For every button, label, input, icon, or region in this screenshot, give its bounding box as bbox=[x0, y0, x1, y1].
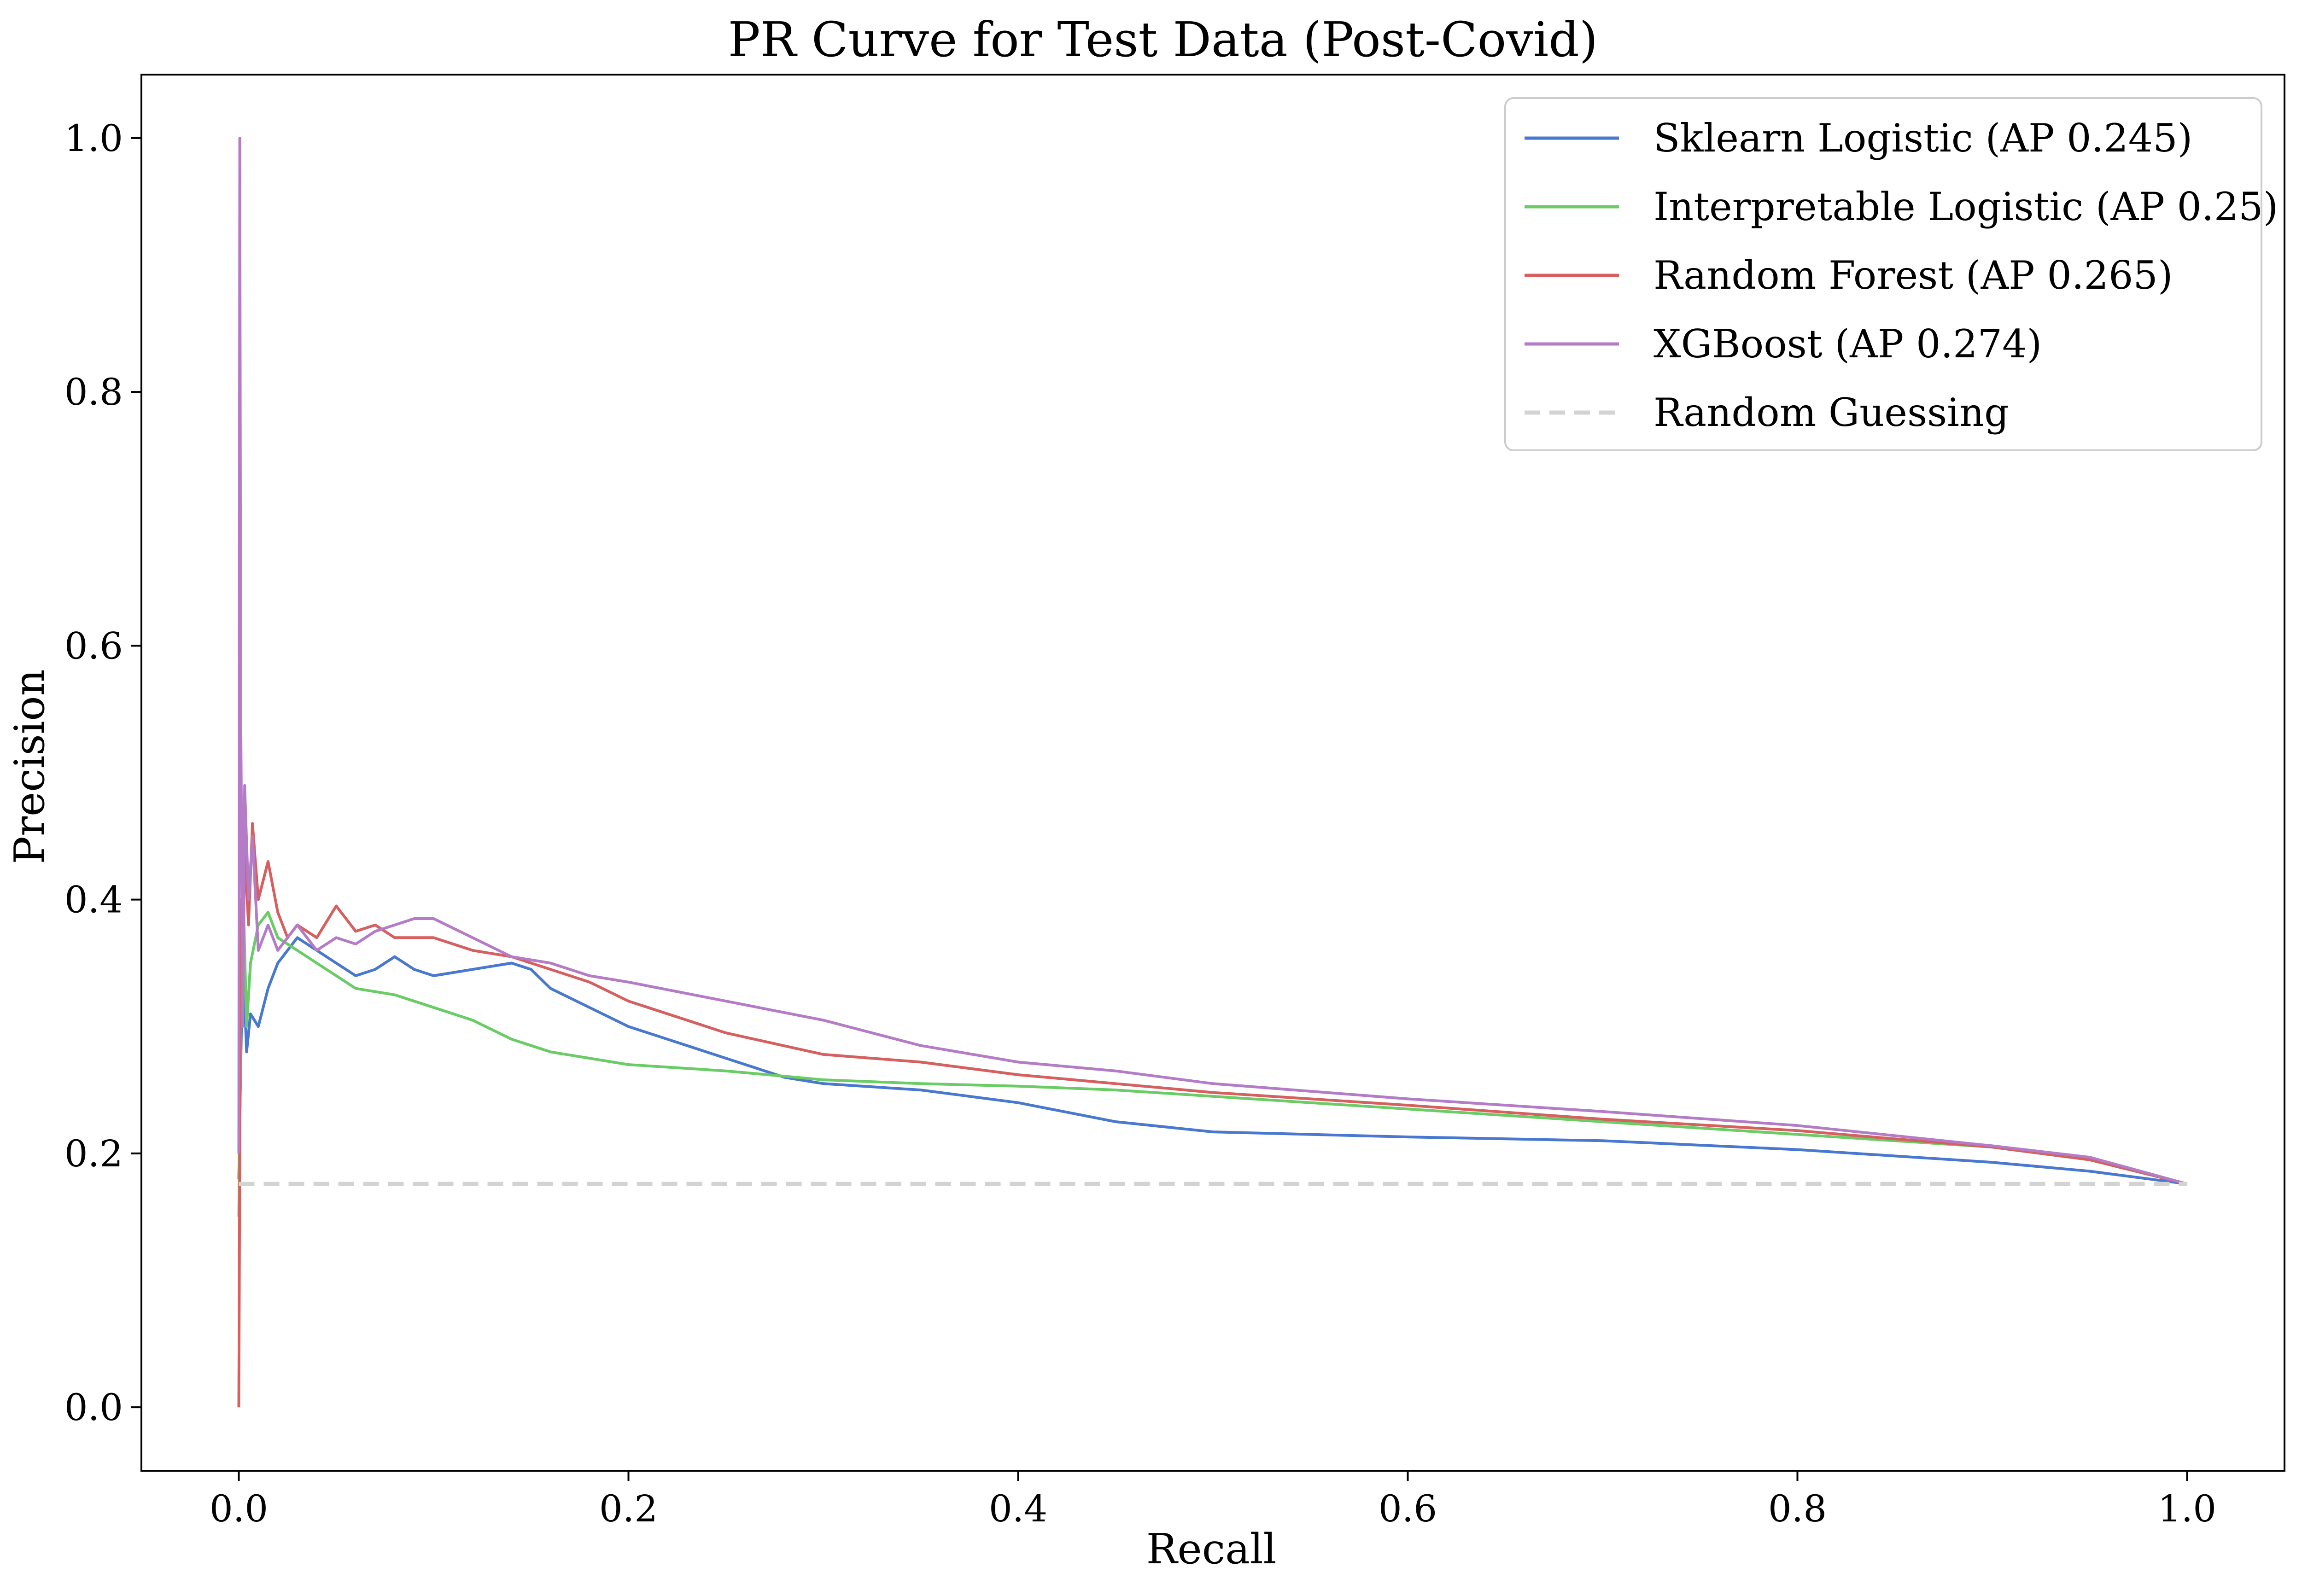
y-tick-label: 0.2 bbox=[64, 1132, 123, 1175]
legend-label-random-guessing: Random Guessing bbox=[1653, 390, 2009, 435]
legend: Sklearn Logistic (AP 0.245) Interpretable… bbox=[1504, 97, 2278, 451]
y-axis-label: Precision bbox=[6, 669, 54, 864]
x-tick-label: 0.0 bbox=[210, 1487, 268, 1530]
legend-label-xgboost-ap-0-274: XGBoost (AP 0.274) bbox=[1653, 321, 2042, 367]
tick-layer: 0.0 0.2 0.4 0.6 0.8 1.0 0.0 0.2 0.4 0.6 0.8 1.0 bbox=[64, 117, 2216, 1530]
y-tick-label: 0.8 bbox=[64, 371, 123, 414]
y-tick-label: 0.0 bbox=[64, 1386, 123, 1429]
series-layer bbox=[237, 136, 2188, 1408]
y-tick-label: 0.4 bbox=[64, 879, 123, 921]
y-tick-label: 1.0 bbox=[64, 117, 123, 160]
plot-frame bbox=[140, 74, 2285, 1472]
chart-title: PR Curve for Test Data (Post-Covid) bbox=[728, 12, 1598, 68]
x-tick-label: 0.8 bbox=[1768, 1487, 1827, 1530]
legend-box bbox=[1504, 97, 2262, 451]
series-line-sklearn-logistic-ap-0-245 bbox=[237, 936, 2187, 1186]
x-tick-label: 1.0 bbox=[2158, 1487, 2216, 1530]
legend-label-random-forest-ap-0-265: Random Forest (AP 0.265) bbox=[1653, 253, 2173, 298]
legend-label-interpretable-logistic-ap-0-25: Interpretable Logistic (AP 0.25) bbox=[1653, 184, 2278, 229]
series-line-xgboost-ap-0-274 bbox=[237, 136, 2188, 1185]
series-line-interpretable-logistic-ap-0-25 bbox=[237, 873, 2188, 1217]
x-tick-label: 0.2 bbox=[599, 1487, 658, 1530]
x-tick-label: 0.4 bbox=[989, 1487, 1047, 1530]
legend-label-sklearn-logistic-ap-0-245: Sklearn Logistic (AP 0.245) bbox=[1653, 116, 2192, 161]
x-tick-label: 0.6 bbox=[1379, 1487, 1437, 1530]
y-tick-label: 0.6 bbox=[64, 624, 123, 667]
x-axis-label: Recall bbox=[1146, 1525, 1277, 1573]
series-line-random-forest-ap-0-265 bbox=[237, 822, 2188, 1408]
